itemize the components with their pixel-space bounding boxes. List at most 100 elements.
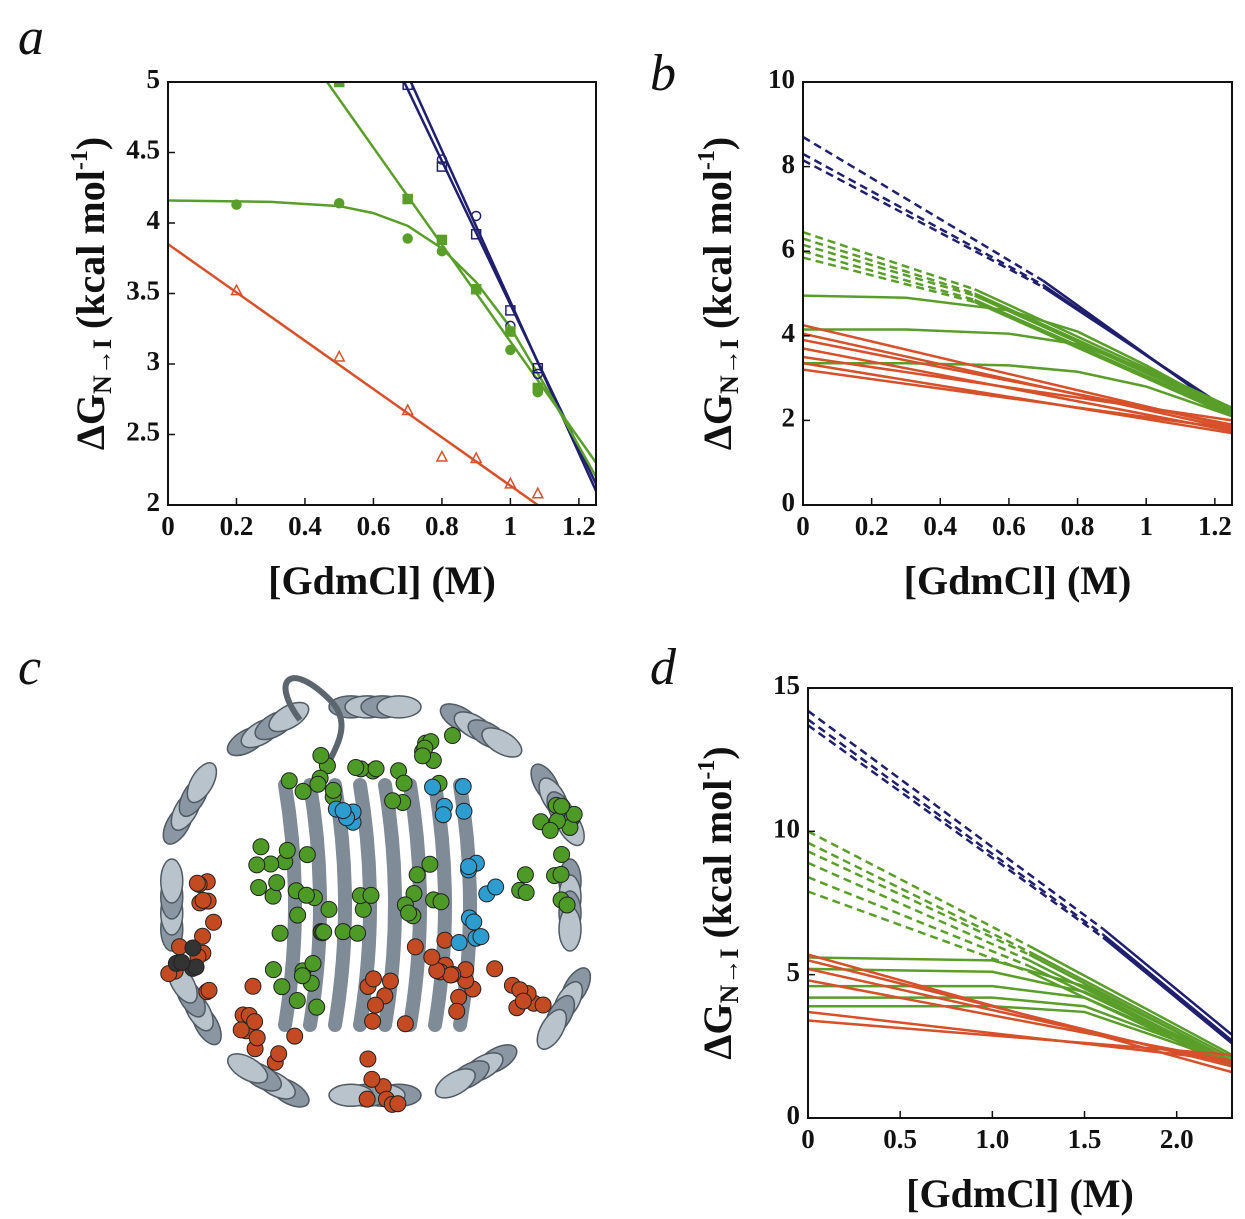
strand	[303, 778, 327, 1032]
atom	[187, 958, 205, 976]
panel-label: a	[18, 9, 44, 66]
data-point	[333, 82, 345, 88]
atom	[436, 931, 454, 949]
fit-line	[325, 82, 596, 464]
y-axis-title: ΔGN→I (kcal mol-1)	[694, 746, 744, 1059]
atom	[367, 760, 385, 778]
atom	[414, 747, 432, 765]
atom	[289, 906, 307, 924]
fit-line	[1028, 944, 1232, 1057]
data-point	[436, 154, 448, 165]
y-axis-title-part: ΔG	[695, 1003, 740, 1059]
atom	[354, 900, 372, 918]
atom	[359, 1050, 377, 1068]
atom	[514, 992, 532, 1010]
atom	[552, 797, 570, 815]
fit-line	[808, 979, 1232, 1062]
data-point	[505, 326, 516, 337]
data-point	[505, 305, 516, 316]
fit-line	[974, 300, 1232, 418]
y-tick-label: 3	[147, 346, 161, 376]
atom	[270, 1045, 288, 1063]
data-point	[470, 284, 482, 295]
atom	[312, 746, 330, 764]
fit-line	[803, 355, 1232, 422]
atom	[205, 913, 223, 931]
atom	[364, 1012, 382, 1030]
atom	[248, 856, 266, 874]
atom	[184, 939, 202, 957]
data-point	[505, 344, 516, 356]
data-point	[504, 476, 517, 489]
y-axis-title-part: (kcal mol	[695, 170, 740, 339]
data-point	[532, 362, 544, 374]
fit-line	[974, 298, 1232, 416]
atom	[271, 924, 289, 942]
x-tick-label: 1	[504, 511, 518, 541]
atom	[200, 981, 218, 999]
x-tick-label: 1.0	[975, 1124, 1009, 1154]
atom	[541, 821, 559, 839]
fit-line	[808, 956, 1232, 1065]
atom	[194, 891, 212, 909]
fit-line	[1102, 933, 1232, 1042]
helix-turn	[160, 858, 184, 904]
fit-line	[803, 243, 975, 297]
fit-line	[1102, 936, 1232, 1045]
atom	[358, 1090, 376, 1108]
helix-turn	[186, 762, 218, 804]
plot-area	[808, 709, 1232, 1074]
atom	[250, 879, 268, 897]
x-tick-label: 0.2	[220, 511, 254, 541]
data-point	[230, 283, 243, 296]
plot-frame	[167, 81, 597, 506]
fit-line	[808, 1019, 1232, 1057]
fit-line	[168, 199, 596, 478]
atom	[455, 802, 473, 820]
atom	[173, 953, 191, 971]
y-tick-label: 4	[147, 205, 161, 235]
data-point	[332, 349, 346, 362]
x-axis-title: [GdmCl] (M)	[906, 1171, 1134, 1216]
x-tick-label: 0.8	[425, 511, 459, 541]
atom	[286, 1027, 304, 1045]
data-point	[436, 245, 448, 257]
y-tick-label: 10	[768, 64, 795, 94]
y-tick-label: 4	[782, 318, 796, 348]
x-tick-label: 2.0	[1160, 1124, 1194, 1154]
atom	[308, 998, 326, 1016]
data-point	[436, 234, 448, 246]
atom	[408, 866, 426, 884]
atom	[423, 948, 441, 966]
atom	[320, 900, 338, 918]
y-tick-label: 4.5	[126, 135, 160, 165]
data-point	[402, 193, 413, 205]
fit-line	[808, 890, 1030, 973]
plot-area	[168, 82, 596, 505]
x-tick-label: 0.8	[1061, 511, 1095, 541]
data-point	[532, 382, 544, 394]
atom	[298, 846, 316, 864]
helix-turn	[481, 727, 523, 758]
atom	[384, 792, 402, 810]
fit-line	[808, 718, 1104, 936]
data-point	[470, 210, 482, 222]
atom	[297, 886, 315, 904]
strand	[278, 778, 302, 1032]
y-axis-title-part: ΔG	[695, 394, 740, 450]
x-tick-label: 1.2	[1198, 511, 1232, 541]
fit-line	[808, 1004, 1232, 1065]
data-point	[402, 233, 413, 244]
atom	[434, 806, 452, 824]
atom	[486, 960, 504, 978]
data-point	[470, 229, 482, 240]
atom	[400, 904, 418, 922]
y-tick-label: 2.5	[126, 417, 160, 447]
fit-line	[803, 362, 1232, 418]
y-tick-label: 0	[782, 487, 796, 517]
atom	[309, 775, 327, 793]
x-axis-title: [GdmCl] (M)	[904, 558, 1132, 603]
fit-line	[803, 237, 975, 295]
atom	[443, 727, 461, 745]
